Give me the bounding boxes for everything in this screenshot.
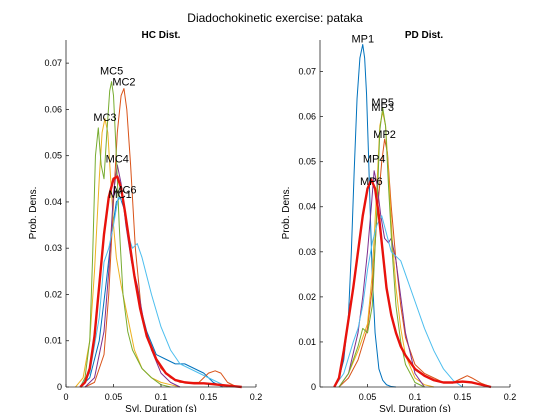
y-tick-label: 0.03 bbox=[44, 243, 62, 253]
y-tick-label: 0.02 bbox=[298, 292, 316, 302]
series-annotation-mc6: MC6 bbox=[113, 185, 136, 197]
series-annotation-mp1: MP1 bbox=[351, 33, 374, 45]
x-tick-label: 0.05 bbox=[359, 392, 377, 402]
x-tick-label: 0.2 bbox=[250, 392, 263, 402]
series-annotation-mp3: MP3 bbox=[371, 102, 394, 114]
y-tick-label: 0.04 bbox=[44, 197, 62, 207]
y-tick-label: 0.07 bbox=[298, 67, 316, 77]
y-tick-label: 0.04 bbox=[298, 202, 316, 212]
series-annotation-mc5: MC5 bbox=[100, 66, 123, 78]
x-tick-label: 0.15 bbox=[200, 392, 218, 402]
x-tick-label: 0.1 bbox=[409, 392, 422, 402]
y-tick-label: 0.05 bbox=[298, 157, 316, 167]
x-tick-label: 0.2 bbox=[504, 392, 517, 402]
panel-title: HC Dist. bbox=[142, 30, 181, 41]
panel-title: PD Dist. bbox=[405, 30, 444, 41]
series-annotation-mc4: MC4 bbox=[106, 154, 129, 166]
y-tick-label: 0.07 bbox=[44, 58, 62, 68]
x-tick-label: 0.15 bbox=[454, 392, 472, 402]
y-tick-label: 0.02 bbox=[44, 289, 62, 299]
series-annotation-mp4: MP4 bbox=[363, 154, 386, 166]
series-line-mc6 bbox=[79, 196, 228, 388]
x-tick-label: 0 bbox=[63, 392, 68, 402]
pd-panel: 0 0.01 0.02 0.03 0.04 0.05 0.06 0.07 0.05 0.1 0.15… bbox=[281, 30, 516, 412]
series-line-mp6 bbox=[333, 215, 463, 388]
y-tick-label: 0.06 bbox=[298, 112, 316, 122]
series-annotation-mc3: MC3 bbox=[93, 112, 116, 124]
series-line-mp4 bbox=[338, 170, 425, 388]
y-tick-label: 0.03 bbox=[298, 247, 316, 257]
hc-panel: 0 0.01 0.02 0.03 0.04 0.05 0.06 0.07 0 0.05 0.1 0.1… bbox=[28, 30, 262, 412]
series-line-mean bbox=[79, 175, 242, 389]
x-tick-label: 0.05 bbox=[105, 392, 123, 402]
y-tick-label: 0.06 bbox=[44, 104, 62, 114]
y-tick-label: 0.01 bbox=[298, 337, 316, 347]
series-annotation-mc2: MC2 bbox=[112, 76, 135, 88]
series-annotation-mp2: MP2 bbox=[373, 129, 396, 141]
series-line-mp2 bbox=[338, 138, 492, 388]
y-tick-label: 0.01 bbox=[44, 336, 62, 346]
x-axis-label: Syl. Duration (s) bbox=[379, 404, 451, 412]
figure-title: Diadochokinetic exercise: pataka bbox=[187, 11, 363, 25]
x-axis-label: Syl. Duration (s) bbox=[125, 404, 197, 412]
y-tick-label: 0 bbox=[57, 382, 62, 392]
series-annotation-mc1: MC1 bbox=[109, 189, 132, 201]
y-tick-label: 0.05 bbox=[44, 151, 62, 161]
y-tick-label: 0 bbox=[311, 382, 316, 392]
series-annotation-mp5: MP5 bbox=[371, 97, 394, 109]
y-axis-label: Prob. Dens. bbox=[28, 187, 39, 240]
series-line-mean bbox=[333, 178, 492, 389]
series-line-mc5 bbox=[79, 81, 171, 388]
x-tick-label: 0.1 bbox=[155, 392, 168, 402]
y-axis-label: Prob. Dens. bbox=[281, 187, 292, 240]
series-line-mp1 bbox=[333, 44, 397, 388]
series-annotation-mp6: MP6 bbox=[360, 176, 383, 188]
